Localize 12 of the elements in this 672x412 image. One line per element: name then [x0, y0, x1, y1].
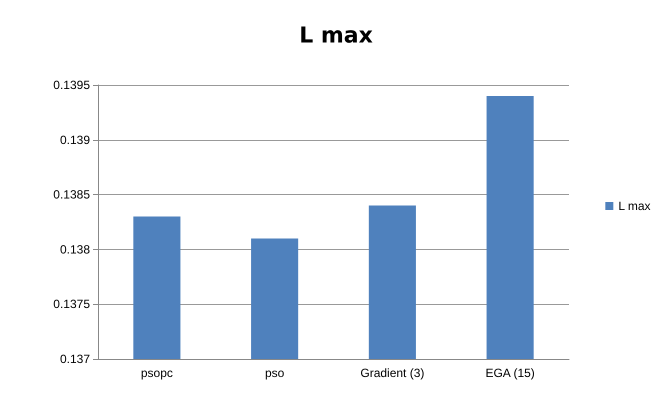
y-tick-label: 0.137: [60, 352, 90, 366]
x-tick-label: EGA (15): [485, 366, 535, 380]
y-tick-label: 0.139: [60, 132, 90, 147]
x-tick-label: pso: [264, 366, 285, 380]
y-tick-label: 0.1375: [53, 297, 90, 312]
y-tick-label: 0.1395: [53, 78, 90, 92]
y-tick-label: 0.138: [60, 242, 90, 256]
legend-label: L max: [618, 199, 651, 213]
y-tick-label: 0.1385: [53, 188, 90, 202]
chart-title: L max: [299, 24, 373, 48]
x-tick-label: psopc: [140, 366, 173, 380]
x-tick-label: Gradient (3): [360, 366, 424, 380]
